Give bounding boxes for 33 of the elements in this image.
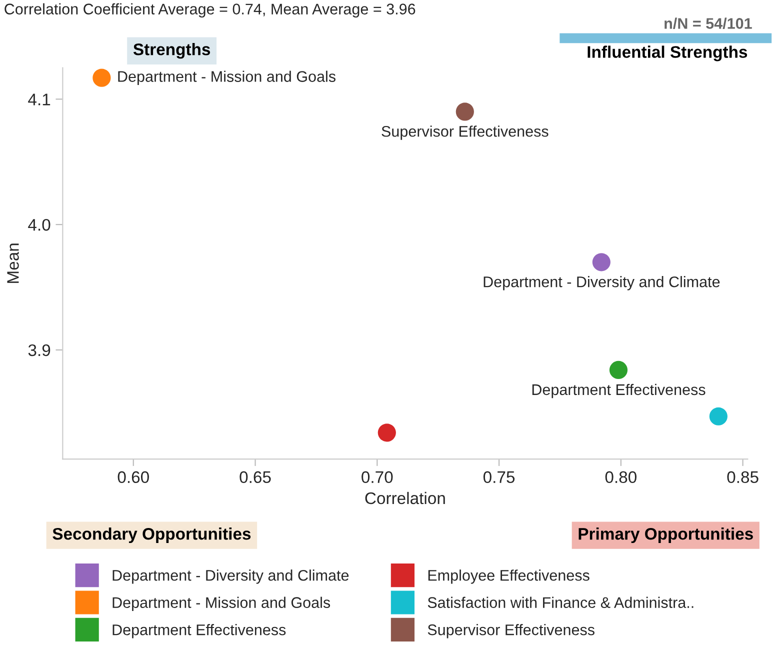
legend-label: Department - Mission and Goals <box>112 596 330 612</box>
y-tick-label: 3.9 <box>28 344 50 356</box>
x-tick-label: 0.60 <box>118 471 149 484</box>
text: Secondary Opportunities <box>52 528 251 544</box>
annotation: Department - Diversity and Climate <box>484 276 720 290</box>
text: Influential Strengths <box>588 46 748 62</box>
x-tick-label: 0.65 <box>240 471 271 484</box>
annotation: Supervisor Effectiveness <box>382 126 548 140</box>
text: Primary Opportunities <box>578 528 753 544</box>
legend-label: Department Effectiveness <box>112 624 286 638</box>
x-tick-label: 0.70 <box>362 471 393 484</box>
point <box>456 102 474 121</box>
x-tick-label: 0.75 <box>483 471 515 484</box>
y-axis-title: Mean <box>7 244 19 283</box>
legend-label: Supervisor Effectiveness <box>428 624 594 638</box>
point <box>609 360 628 380</box>
x-tick-label: 0.80 <box>605 471 636 484</box>
point <box>709 407 728 426</box>
point <box>378 424 396 442</box>
point <box>92 68 111 87</box>
point <box>592 253 610 272</box>
text: n/N = 54/101 <box>664 18 752 30</box>
legend-label: Department - Diversity and Climate <box>112 570 349 584</box>
legend-label: Satisfaction with Finance & Administra.. <box>428 596 694 608</box>
chart-subtitle: Correlation Coefficient Average = 0.74, Mean Average = 3.96 <box>4 3 416 18</box>
y-tick-label: 4.1 <box>28 94 50 106</box>
text: Strengths <box>133 43 210 59</box>
x-axis-title: Correlation <box>365 492 445 504</box>
annotation: Department - Mission and Goals <box>118 70 336 85</box>
y-tick-label: 4.0 <box>28 218 50 231</box>
x-tick-label: 0.85 <box>727 471 758 484</box>
annotation: Department Effectiveness <box>532 384 706 398</box>
legend-label: Employee Effectiveness <box>428 570 590 584</box>
